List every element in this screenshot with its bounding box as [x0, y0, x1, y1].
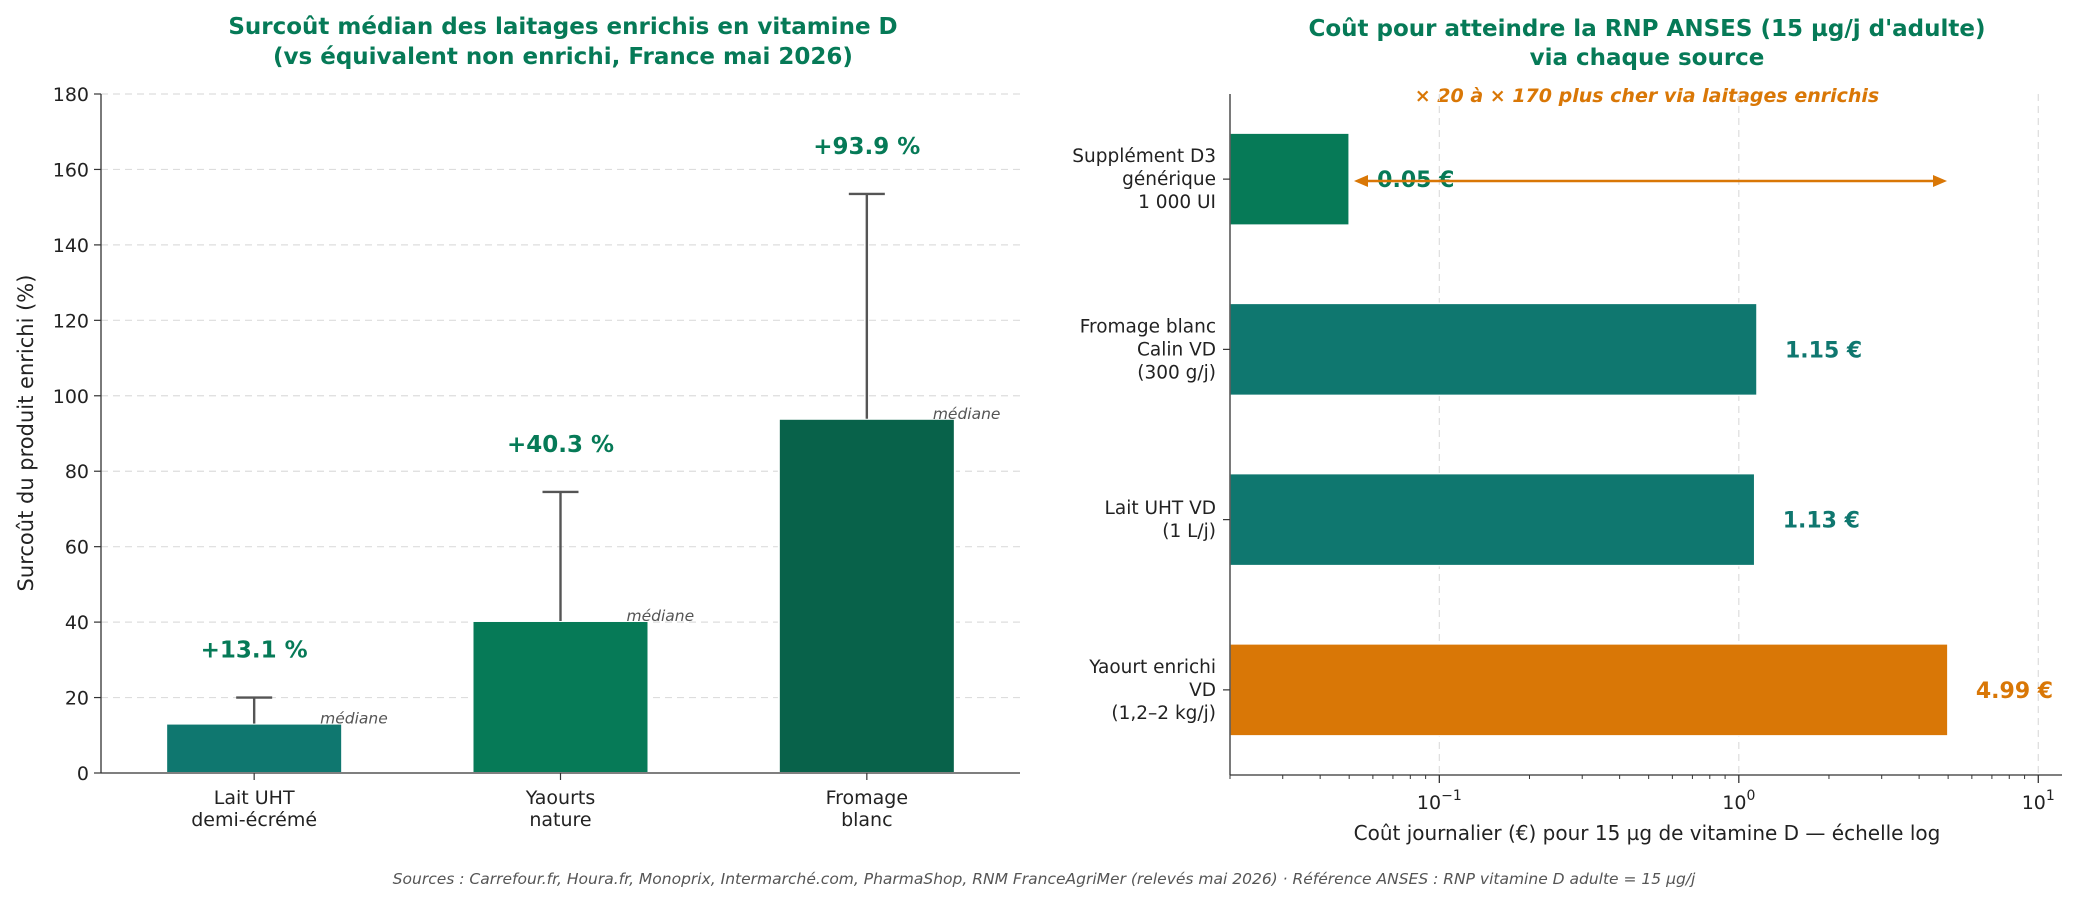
right-x-tick-label: 101: [2022, 788, 2055, 814]
hbar-3: [1229, 643, 1949, 737]
right-chart: Coût pour atteindre la RNP ANSES (15 µg/…: [1072, 16, 2062, 845]
left-y-axis-label: Surcoût du produit enrichi (%): [14, 275, 38, 592]
left-y-tick-label: 180: [53, 84, 89, 106]
median-label: médiane: [933, 405, 1001, 423]
right-bars: 0.05 €1.15 €1.13 €4.99 €: [1229, 132, 2053, 737]
hbar-value-label: 4.99 €: [1976, 679, 2053, 704]
left-x-tick-label: Fromage: [826, 787, 908, 809]
right-category-label: 1 000 UI: [1138, 192, 1216, 213]
left-y-tick-label: 100: [53, 386, 89, 408]
left-x-tick-label: Lait UHT: [214, 787, 295, 809]
left-x-tick-label: nature: [529, 809, 591, 831]
hbar-2: [1229, 472, 1756, 567]
left-x-tick-label: Yaourts: [525, 787, 595, 809]
right-category-label: VD: [1189, 680, 1216, 701]
bar-1: [471, 619, 650, 774]
right-category-label: (1,2–2 kg/j): [1111, 703, 1216, 724]
right-category-label: Supplément D3: [1072, 146, 1216, 167]
right-x-tick-label: 10−1: [1417, 788, 1462, 814]
left-chart-title: Surcoût médian des laitages enrichis en …: [228, 14, 897, 40]
bar-0: [165, 722, 344, 774]
left-y-tick-label: 0: [77, 763, 89, 785]
left-y-tick-label: 160: [53, 159, 89, 181]
left-y-tick-label: 60: [65, 537, 89, 559]
hbar-value-label: 1.15 €: [1785, 338, 1862, 363]
left-y-tick-label: 120: [53, 310, 89, 332]
left-x-tick-label: demi-écrémé: [191, 809, 317, 831]
right-chart-title: Coût pour atteindre la RNP ANSES (15 µg/…: [1308, 16, 1985, 42]
right-category-label: (300 g/j): [1137, 362, 1216, 383]
left-y-tick-label: 80: [65, 461, 89, 483]
median-label: médiane: [320, 710, 388, 728]
median-label: médiane: [627, 607, 695, 625]
bar-value-label: +93.9 %: [813, 134, 920, 160]
left-y-ticks: 0 20 40 60 80 100 120 140 160 180: [53, 84, 101, 785]
right-annotation: × 20 à × 170 plus cher via laitages enri…: [1415, 85, 1879, 107]
bar-value-label: +13.1 %: [201, 638, 308, 664]
right-x-ticks: 10−1 100 101: [1229, 775, 2055, 814]
left-bars: +13.1 % médiane +40.3 % médiane +93.9 % média…: [165, 134, 1001, 774]
left-y-tick-label: 40: [65, 612, 89, 634]
left-chart-subtitle: (vs équivalent non enrichi, France mai 2…: [273, 44, 853, 70]
right-category-label: Lait UHT VD: [1105, 498, 1216, 519]
footer-sources: Sources : Carrefour.fr, Houra.fr, Monopr…: [393, 870, 1696, 888]
right-category-label: Fromage blanc: [1080, 316, 1216, 337]
hbar-value-label: 1.13 €: [1783, 509, 1860, 534]
right-category-label: (1 L/j): [1162, 521, 1216, 542]
left-y-tick-label: 140: [53, 235, 89, 257]
bar-value-label: +40.3 %: [507, 432, 614, 458]
hbar-1: [1229, 302, 1758, 397]
right-category-label: Yaourt enrichi: [1088, 657, 1216, 678]
right-category-label: générique: [1122, 169, 1216, 190]
right-x-axis-label: Coût journalier (€) pour 15 µg de vitami…: [1354, 821, 1941, 845]
ratio-arrow: [1354, 175, 1947, 187]
right-x-tick-label: 100: [1722, 788, 1755, 814]
hbar-0: [1229, 132, 1350, 226]
left-x-tick-label: blanc: [841, 809, 892, 831]
right-category-label: Calin VD: [1137, 339, 1216, 360]
bar-2: [777, 417, 956, 774]
left-chart: Surcoût médian des laitages enrichis en …: [14, 14, 1020, 831]
right-chart-subtitle: via chaque source: [1530, 45, 1765, 71]
left-y-tick-label: 20: [65, 688, 89, 710]
